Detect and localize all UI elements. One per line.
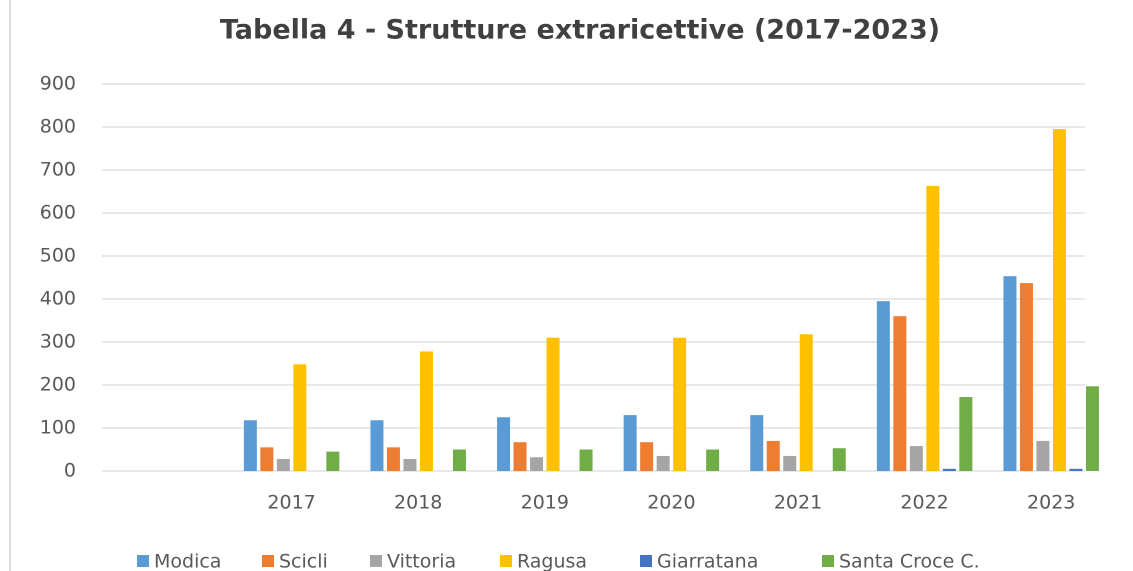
bar — [1069, 468, 1083, 471]
bar — [1019, 283, 1033, 471]
bar — [1036, 440, 1050, 471]
bar — [243, 420, 257, 471]
legend-label: Ragusa — [517, 551, 587, 571]
y-tick-label: 800 — [40, 116, 76, 138]
y-tick-label: 200 — [40, 374, 76, 396]
legend-label: Vittoria — [387, 551, 456, 571]
bar — [530, 457, 544, 471]
bar — [326, 451, 340, 471]
bar — [403, 458, 417, 471]
bar — [260, 447, 274, 471]
bar — [783, 455, 797, 471]
chart-title: Tabella 4 - Strutture extraricettive (20… — [220, 15, 940, 46]
x-tick-label: 2018 — [394, 492, 442, 514]
bar — [799, 334, 813, 471]
legend-swatch — [137, 555, 149, 567]
bar — [909, 446, 923, 471]
legend-swatch — [262, 555, 274, 567]
bar — [419, 351, 433, 471]
bar — [706, 449, 720, 471]
bar — [766, 440, 780, 471]
y-tick-label: 100 — [40, 417, 76, 439]
bar — [640, 442, 654, 471]
bar — [452, 449, 466, 471]
legend-swatch — [370, 555, 382, 567]
legend-label: Modica — [154, 551, 221, 571]
legend-label: Scicli — [279, 551, 328, 571]
bar — [656, 455, 670, 471]
bar — [276, 458, 290, 471]
legend-swatch — [822, 555, 834, 567]
bar — [623, 415, 637, 471]
y-tick-label: 600 — [40, 202, 76, 224]
bar — [1052, 129, 1066, 471]
bar — [750, 415, 764, 471]
bar — [893, 316, 907, 471]
legend-label: Giarratana — [657, 551, 758, 571]
x-tick-label: 2020 — [647, 492, 695, 514]
x-tick-label: 2022 — [900, 492, 948, 514]
bar — [942, 468, 956, 471]
bar — [926, 185, 940, 471]
bar — [497, 417, 511, 471]
y-tick-label: 500 — [40, 245, 76, 267]
bar — [673, 337, 687, 471]
bar — [1003, 276, 1017, 471]
bar — [546, 337, 560, 471]
y-tick-label: 700 — [40, 159, 76, 181]
x-tick-label: 2023 — [1027, 492, 1075, 514]
y-tick-label: 300 — [40, 331, 76, 353]
y-tick-label: 900 — [40, 73, 76, 95]
bar — [579, 449, 593, 471]
bar — [876, 301, 890, 471]
x-tick-label: 2021 — [774, 492, 822, 514]
bar — [370, 420, 384, 471]
legend-swatch — [500, 555, 512, 567]
x-tick-label: 2019 — [521, 492, 569, 514]
y-tick-label: 400 — [40, 288, 76, 310]
bar — [832, 448, 846, 471]
legend-swatch — [640, 555, 652, 567]
bar — [1085, 386, 1099, 471]
y-tick-label: 0 — [64, 460, 76, 482]
bar — [959, 397, 973, 471]
bar — [386, 447, 400, 471]
x-tick-label: 2017 — [267, 492, 315, 514]
legend-label: Santa Croce C. — [839, 551, 980, 571]
bar — [513, 442, 527, 471]
bar — [293, 364, 307, 471]
